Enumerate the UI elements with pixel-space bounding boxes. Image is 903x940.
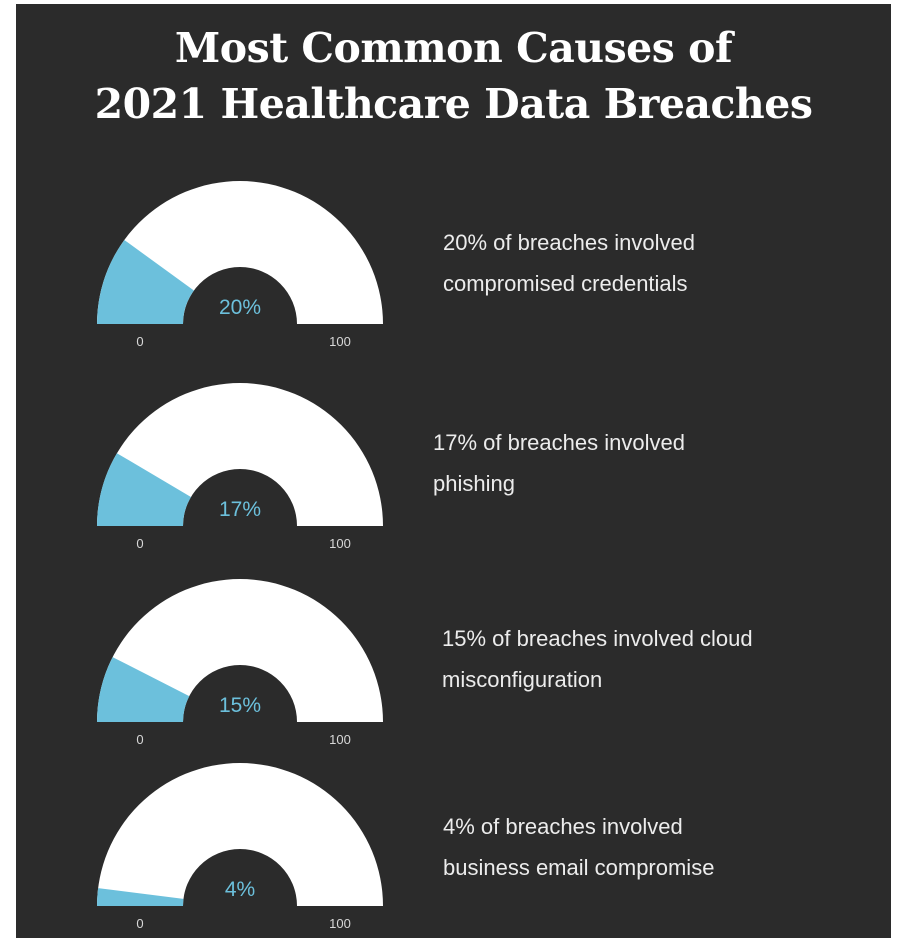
gauge-svg: 15% 0 100 xyxy=(97,579,383,747)
gauge-min-label: 0 xyxy=(136,334,143,349)
gauge-value-label: 20% xyxy=(219,296,261,319)
gauge-min-label: 0 xyxy=(136,916,143,931)
title-line-1: Most Common Causes of xyxy=(174,24,733,72)
caption-compromised-credentials: 20% of breaches involved compromised cre… xyxy=(443,222,695,304)
caption-line: misconfiguration xyxy=(442,667,603,692)
gauge-phishing: 17% 0 100 xyxy=(16,380,383,551)
gauge-value-label: 15% xyxy=(219,694,261,717)
caption-line: 17% of breaches involved xyxy=(433,430,685,455)
gauge-fill xyxy=(97,239,194,324)
caption-line: 15% of breaches involved cloud xyxy=(442,626,753,651)
caption-cloud-misconfiguration: 15% of breaches involved cloud misconfig… xyxy=(442,618,753,700)
title-line-2: 2021 Healthcare Data Breaches xyxy=(94,80,813,128)
caption-line: compromised credentials xyxy=(443,271,688,296)
caption-line: phishing xyxy=(433,471,515,496)
gauge-min-label: 0 xyxy=(136,732,143,747)
gauge-value-label: 17% xyxy=(219,498,261,521)
gauge-max-label: 100 xyxy=(329,536,351,551)
caption-line: 4% of breaches involved xyxy=(443,814,683,839)
gauge-max-label: 100 xyxy=(329,732,351,747)
gauge-fill xyxy=(97,888,184,906)
gauge-compromised-credentials: 20% 0 100 xyxy=(16,178,383,349)
caption-line: 20% of breaches involved xyxy=(443,230,695,255)
gauge-business-email-compromise: 4% 0 100 xyxy=(16,760,383,931)
gauge-svg: 20% 0 100 xyxy=(97,181,383,349)
gauge-cloud-misconfiguration: 15% 0 100 xyxy=(16,576,383,747)
gauge-svg: 17% 0 100 xyxy=(97,383,383,551)
gauge-fill xyxy=(97,453,191,526)
caption-business-email-compromise: 4% of breaches involved business email c… xyxy=(443,806,714,888)
gauge-track xyxy=(97,763,383,906)
gauge-svg: 4% 0 100 xyxy=(97,763,383,931)
infographic-panel: Most Common Causes of 2021 Healthcare Da… xyxy=(16,4,891,938)
page-title: Most Common Causes of 2021 Healthcare Da… xyxy=(16,20,891,132)
gauge-max-label: 100 xyxy=(329,334,351,349)
gauge-fill xyxy=(97,657,190,722)
caption-line: business email compromise xyxy=(443,855,715,880)
gauge-value-label: 4% xyxy=(225,878,255,901)
gauge-max-label: 100 xyxy=(329,916,351,931)
caption-phishing: 17% of breaches involved phishing xyxy=(433,422,685,504)
gauge-min-label: 0 xyxy=(136,536,143,551)
